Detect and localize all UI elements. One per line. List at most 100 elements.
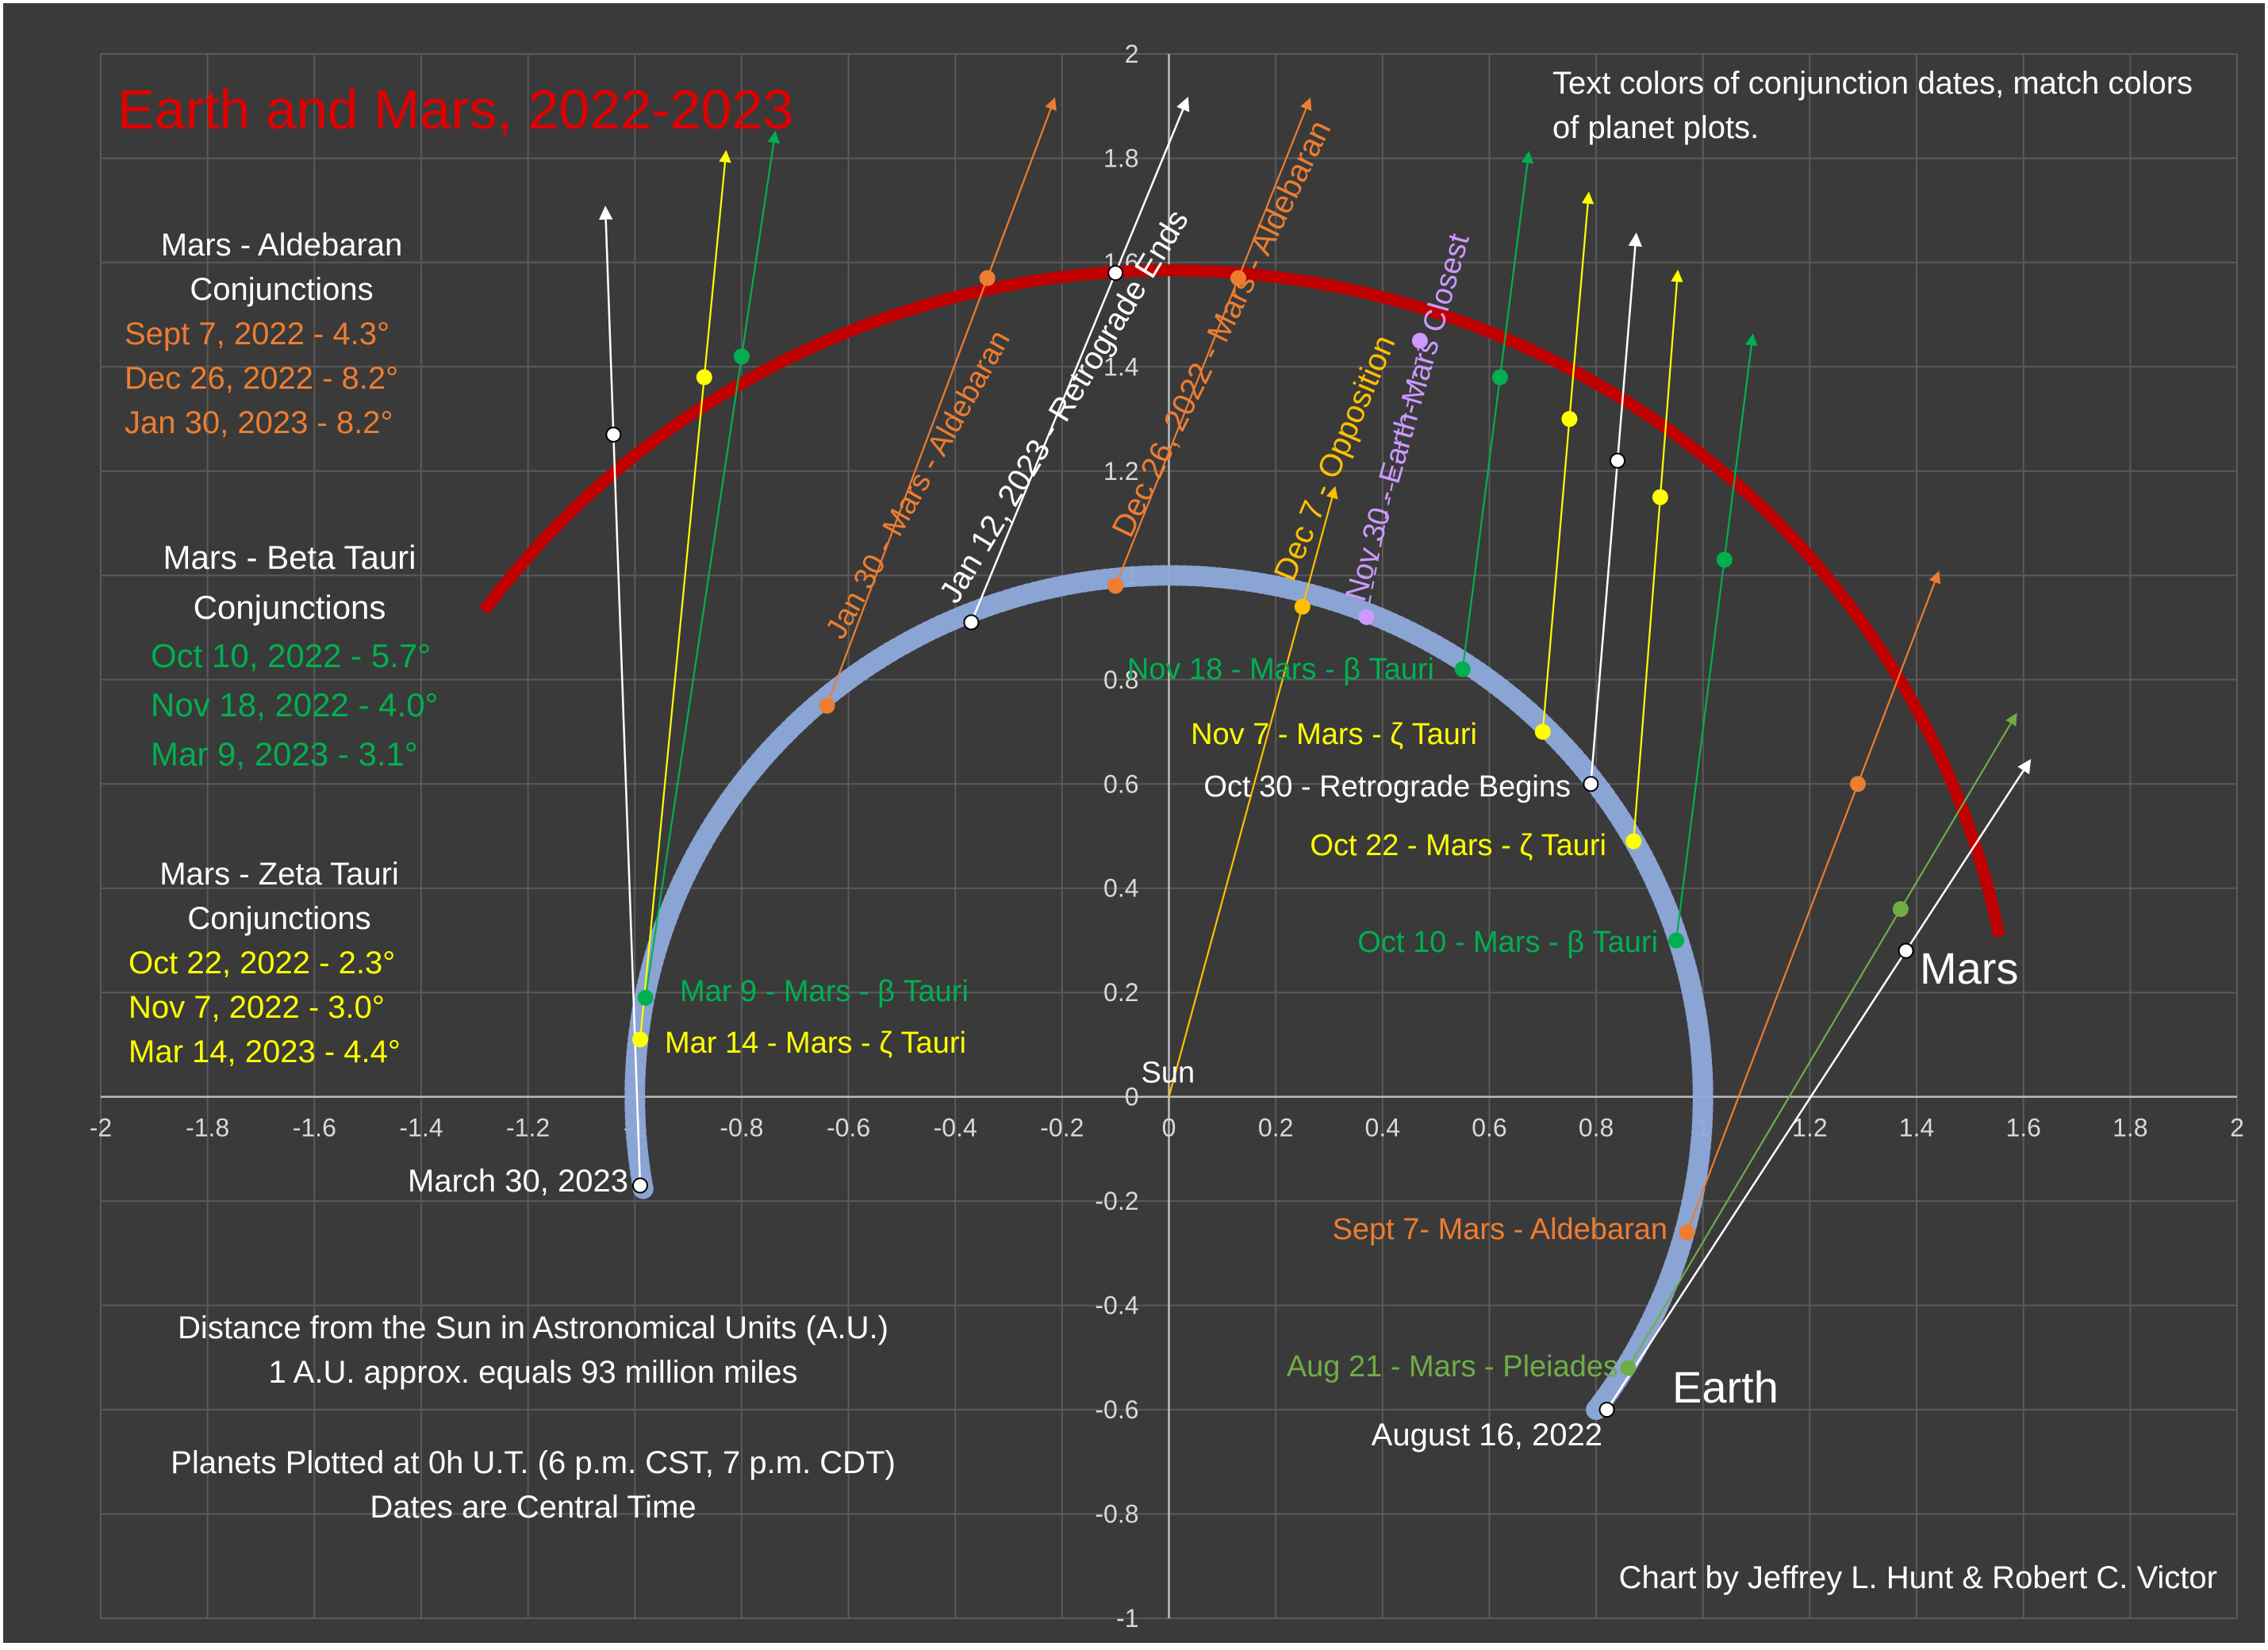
earth-point <box>1583 776 1599 792</box>
y-tick-label: -0.4 <box>1095 1291 1138 1320</box>
mars-point <box>605 426 622 443</box>
mars-point <box>733 348 750 365</box>
sightline <box>1115 97 1312 586</box>
x-tick-label: 0.4 <box>1365 1114 1400 1142</box>
y-tick-label: 1.4 <box>1103 352 1138 381</box>
sightline-label: Nov 7 - Mars - ζ Tauri <box>1191 718 1477 751</box>
x-tick-label: 2 <box>2230 1114 2244 1142</box>
earth-point <box>963 614 980 631</box>
distance-note-1: Distance from the Sun in Astronomical Un… <box>178 1310 888 1345</box>
sightlines <box>598 96 2032 1410</box>
sightline-label: March 30, 2023 <box>408 1164 628 1199</box>
zeta-date-3: Mar 14, 2023 - 4.4° <box>129 1034 401 1069</box>
sightline <box>826 97 1057 707</box>
mars-orbit-path <box>479 264 2005 938</box>
x-tick-label: -1.4 <box>399 1114 443 1142</box>
zeta-tauri-conjunctions: Mars - Zeta Tauri Conjunctions Oct 22, 2… <box>129 857 401 1069</box>
sightline-label: Nov 18 - Mars - β Tauri <box>1127 653 1434 686</box>
sightline-label: Mar 9 - Mars - β Tauri <box>680 975 969 1008</box>
mars-point <box>1230 270 1247 286</box>
x-tick-label: -1.2 <box>506 1114 550 1142</box>
y-tick-label: 0 <box>1125 1083 1139 1111</box>
sightline <box>598 205 642 1186</box>
plot-note-2: Dates are Central Time <box>370 1490 696 1525</box>
mars-point <box>1652 489 1668 505</box>
x-tick-label: -0.6 <box>827 1114 870 1142</box>
mars-point <box>1491 369 1508 386</box>
sightline <box>639 150 731 1040</box>
distance-note-2: 1 A.U. approx. equals 93 million miles <box>269 1355 798 1390</box>
beta-tauri-conjunctions: Mars - Beta Tauri Conjunctions Oct 10, 2… <box>151 539 438 773</box>
y-tick-label: 0.2 <box>1103 978 1138 1007</box>
y-tick-label: 2 <box>1125 40 1139 68</box>
y-tick-label: -0.8 <box>1095 1500 1138 1529</box>
sightline-label: Mar 14 - Mars - ζ Tauri <box>665 1026 966 1060</box>
planet-points <box>605 265 1914 1418</box>
mars-point <box>1411 332 1428 349</box>
sightline-label: Sept 7- Mars - Aldebaran <box>1333 1213 1667 1246</box>
y-tick-label: 0.4 <box>1103 874 1138 903</box>
plot-note-1: Planets Plotted at 0h U.T. (6 p.m. CST, … <box>171 1445 896 1480</box>
mars-point <box>979 270 996 286</box>
x-tick-label: 0.6 <box>1472 1114 1506 1142</box>
earth-point <box>1620 1360 1637 1376</box>
sightline-label: August 16, 2022 <box>1372 1418 1602 1452</box>
zeta-heading-2: Conjunctions <box>187 901 370 936</box>
beta-heading-2: Conjunctions <box>194 589 386 626</box>
y-tick-label: 0.6 <box>1103 769 1138 798</box>
sun-label: Sun <box>1142 1057 1195 1090</box>
sightline <box>1590 232 1643 785</box>
aldebaran-heading-2: Conjunctions <box>190 272 373 307</box>
earth-point <box>1679 1224 1695 1241</box>
beta-date-2: Nov 18, 2022 - 4.0° <box>151 686 438 723</box>
sightline-label: Oct 10 - Mars - β Tauri <box>1357 926 1658 959</box>
sightline <box>1627 712 2017 1369</box>
sightline <box>1606 758 2032 1410</box>
earth-point <box>1454 661 1471 677</box>
beta-heading-1: Mars - Beta Tauri <box>163 539 416 576</box>
x-tick-label: 1.8 <box>2113 1114 2147 1142</box>
y-tick-label: 0.8 <box>1103 666 1138 694</box>
mars-point <box>1107 265 1124 282</box>
y-tick-label: -1 <box>1116 1604 1138 1633</box>
beta-date-1: Oct 10, 2022 - 5.7° <box>151 637 431 674</box>
zeta-date-2: Nov 7, 2022 - 3.0° <box>129 990 385 1025</box>
y-tick-label: -0.6 <box>1095 1395 1138 1424</box>
earth-orbit-path <box>624 565 1713 1421</box>
sightline <box>1686 570 1941 1233</box>
earth-point <box>637 989 654 1006</box>
earth-point <box>819 697 835 714</box>
x-tick-label: 1.4 <box>1899 1114 1934 1142</box>
x-tick-label: 1.2 <box>1792 1114 1827 1142</box>
sightline <box>644 130 780 998</box>
sightline <box>1168 485 1338 1097</box>
earth-point <box>1625 833 1642 850</box>
x-tick-label: 0 <box>1162 1114 1176 1142</box>
mars-label: Mars <box>1920 943 2018 993</box>
sightline-label: Oct 22 - Mars - ζ Tauri <box>1310 829 1606 862</box>
chart-title: Earth and Mars, 2022-2023 <box>117 79 793 140</box>
x-tick-label: -1.8 <box>186 1114 229 1142</box>
x-tick-label: -0.8 <box>720 1114 763 1142</box>
mars-point <box>1610 452 1626 469</box>
x-tick-label: 0.2 <box>1258 1114 1293 1142</box>
note-block: Text colors of conjunction dates, match … <box>1552 66 2193 145</box>
mars-point <box>696 369 712 386</box>
mars-point <box>1898 942 1914 959</box>
earth-point <box>631 1177 648 1194</box>
earth-point <box>1598 1402 1615 1418</box>
x-tick-label: 1.6 <box>2005 1114 2040 1142</box>
mars-point <box>1849 776 1866 792</box>
earth-point <box>1107 578 1124 594</box>
orbits <box>479 264 2005 1421</box>
sightline <box>1541 191 1595 732</box>
earth-point <box>1534 723 1551 740</box>
y-tick-label: 1.8 <box>1103 144 1138 172</box>
earth-point <box>1358 608 1375 625</box>
mars-point <box>1561 411 1578 428</box>
distance-note: Distance from the Sun in Astronomical Un… <box>171 1310 896 1525</box>
sightline <box>1365 340 1422 618</box>
earth-point <box>631 1031 648 1048</box>
sightline <box>970 96 1190 623</box>
